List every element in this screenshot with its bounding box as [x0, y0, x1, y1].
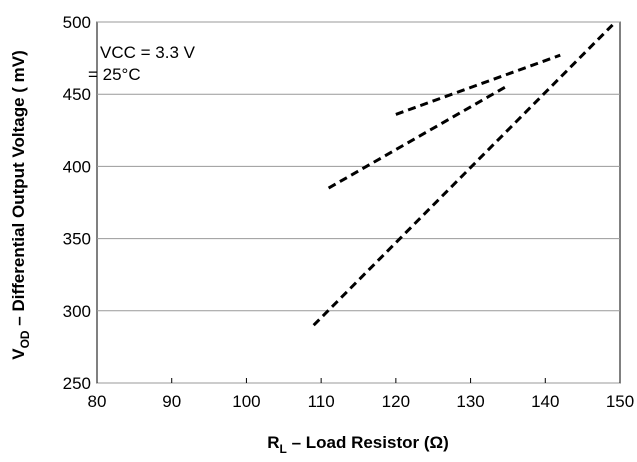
- y-label-main: V: [9, 348, 28, 360]
- y-tick-label: 250: [63, 374, 91, 393]
- x-axis-label: RL – Load Resistor (Ω): [267, 433, 449, 456]
- y-tick-label: 400: [63, 157, 91, 176]
- x-tick-label: 90: [162, 392, 181, 411]
- y-tick-label: 300: [63, 302, 91, 321]
- x-tick-label: 120: [382, 392, 410, 411]
- x-tick-label: 80: [88, 392, 107, 411]
- x-tick-label: 100: [232, 392, 260, 411]
- y-tick-label: 450: [63, 85, 91, 104]
- y-axis-label: VOD – Differential Output Voltage ( mV): [9, 50, 32, 360]
- series-line: [327, 84, 509, 190]
- series-line: [312, 23, 614, 327]
- x-label-rest: – Load Resistor (Ω): [287, 433, 449, 452]
- x-tick-label: 110: [308, 392, 335, 411]
- series-line: [395, 53, 561, 116]
- y-label-rest: – Differential Output Voltage ( mV): [9, 50, 28, 330]
- x-tick-label: 140: [531, 392, 559, 411]
- annotation: VCC = 3.3 V: [100, 43, 196, 62]
- y-tick-label: 350: [63, 230, 91, 249]
- x-tick-label: 130: [456, 392, 484, 411]
- x-label-sub: L: [280, 442, 287, 456]
- y-label-sub: OD: [18, 330, 32, 348]
- x-label-main: R: [267, 433, 279, 452]
- y-tick-label: 500: [63, 13, 91, 32]
- x-tick-label: 150: [606, 392, 634, 411]
- annotation: = 25°C: [88, 65, 141, 84]
